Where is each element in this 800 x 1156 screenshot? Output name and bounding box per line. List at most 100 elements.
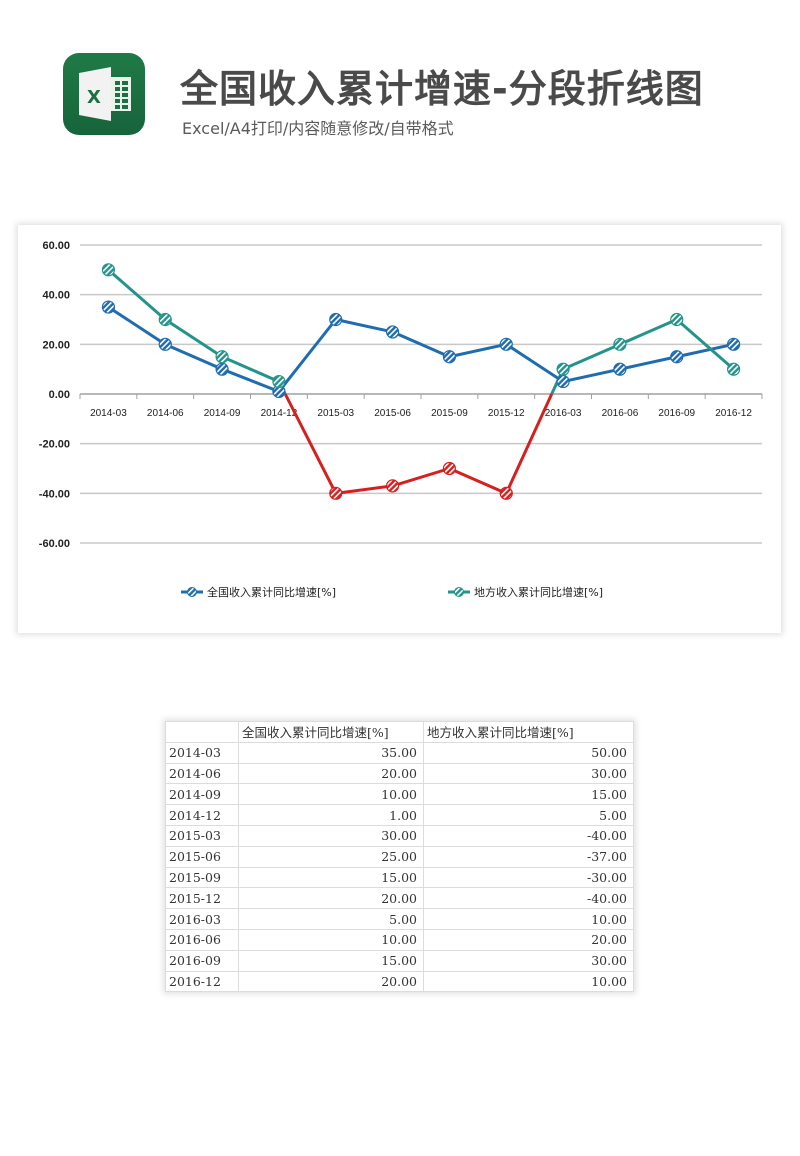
table-row: 2014-06 20.00 30.00 (165, 762, 634, 785)
x-tick-label: 2015-06 (374, 408, 411, 419)
table-cell: 30.00 (423, 949, 634, 972)
data-point-marker (499, 337, 513, 351)
y-tick-label: 60.00 (42, 240, 70, 252)
column-header: 全国收入累计同比增速[%] (238, 721, 424, 743)
table-cell: 2016-12 (165, 970, 239, 993)
table-cell: 10.00 (238, 928, 424, 951)
chart-canvas: 60.00 40.00 20.00 0.00 -20.00 -40.00 -60.00 201… (39, 240, 763, 599)
table-cell: 5.00 (423, 804, 634, 826)
table-cell: 15.00 (238, 949, 424, 972)
table-cell: 2015-03 (165, 824, 239, 847)
data-table-grid: 全国收入累计同比增速[%] 地方收入累计同比增速[%] 2014-03 35.00 50… (165, 721, 634, 993)
x-tick-label: 2016-06 (602, 408, 639, 419)
data-point-marker (101, 300, 116, 314)
y-tick-label: -20.00 (39, 439, 70, 451)
data-point-marker (613, 362, 627, 376)
x-tick-label: 2014-12 (261, 408, 298, 419)
table-cell: 15.00 (423, 783, 634, 806)
data-point-marker (499, 486, 513, 500)
table-cell: -40.00 (423, 824, 634, 847)
data-point-marker (442, 350, 457, 364)
x-tick-label: 2016-09 (658, 408, 695, 419)
x-tick-label: 2016-03 (545, 408, 582, 419)
legend-item: 全国收入累计同比增速[%] (181, 585, 336, 599)
x-tick-label: 2015-09 (431, 408, 468, 419)
data-point-marker (158, 337, 172, 351)
table-cell: 25.00 (238, 845, 424, 868)
table-cell: 2015-12 (165, 887, 239, 910)
y-tick-label: 20.00 (42, 339, 70, 351)
table-cell: -40.00 (423, 887, 634, 910)
data-point-marker (329, 486, 343, 500)
data-point-marker (670, 312, 684, 327)
header: X 全国收入累计增速-分段折线图 Excel/A4打印/内容随意修改/自带格式 (0, 0, 800, 160)
y-tick-label: -40.00 (39, 488, 70, 500)
data-point-marker (101, 263, 116, 277)
table-cell: 35.00 (238, 741, 424, 764)
table-cell: 2016-03 (165, 908, 239, 930)
data-point-marker (272, 374, 286, 389)
table-cell: 30.00 (238, 824, 424, 847)
table-cell: 2014-03 (165, 741, 239, 764)
data-point-marker (385, 479, 400, 493)
table-cell: 1.00 (238, 804, 424, 826)
legend-item: 地方收入累计同比增速[%] (448, 585, 603, 599)
line-chart: 60.00 40.00 20.00 0.00 -20.00 -40.00 -60.00 201… (18, 225, 781, 633)
data-point-marker (442, 461, 457, 476)
table-row: 2016-03 5.00 10.00 (165, 908, 634, 930)
table-cell: -30.00 (423, 866, 634, 889)
table-header-row: 全国收入累计同比增速[%] 地方收入累计同比增速[%] (165, 721, 634, 743)
table-cell: 10.00 (423, 970, 634, 993)
table-cell: 2014-06 (165, 762, 239, 785)
table-cell: 20.00 (238, 762, 424, 785)
data-point-marker (670, 350, 684, 364)
table-cell: 50.00 (423, 741, 634, 764)
x-tick-label: 2016-12 (715, 408, 752, 419)
table-row: 2014-03 35.00 50.00 (165, 741, 634, 764)
excel-icon: X (63, 53, 145, 135)
svg-text:地方收入累计同比增速[%]: 地方收入累计同比增速[%] (474, 585, 603, 599)
table-row: 2014-09 10.00 15.00 (165, 783, 634, 806)
column-header: 地方收入累计同比增速[%] (423, 721, 634, 743)
table-cell: 15.00 (238, 866, 424, 889)
column-header (165, 721, 239, 743)
data-point-marker (556, 374, 570, 389)
x-tick-label: 2014-03 (90, 408, 127, 419)
table-row: 2016-09 15.00 30.00 (165, 949, 634, 972)
y-tick-label: 0.00 (49, 389, 70, 401)
table-row: 2015-09 15.00 -30.00 (165, 866, 634, 889)
table-cell: 20.00 (238, 970, 424, 993)
y-tick-label: -60.00 (39, 538, 70, 550)
table-cell: 2014-09 (165, 783, 239, 806)
x-tick-label: 2015-12 (488, 408, 525, 419)
table-row: 2016-06 10.00 20.00 (165, 928, 634, 951)
table-row: 2015-06 25.00 -37.00 (165, 845, 634, 868)
table-cell: 2014-12 (165, 804, 239, 826)
table-cell: 20.00 (238, 887, 424, 910)
data-point-marker (726, 362, 741, 376)
table-cell: 5.00 (238, 908, 424, 930)
x-tick-label: 2014-06 (147, 408, 184, 419)
data-point-marker (726, 337, 741, 351)
svg-text:全国收入累计同比增速[%]: 全国收入累计同比增速[%] (207, 585, 336, 599)
data-point-marker (215, 362, 229, 376)
table-cell: 10.00 (423, 908, 634, 930)
table-cell: 2016-09 (165, 949, 239, 972)
y-tick-label: 40.00 (42, 290, 70, 302)
table-cell: 2015-09 (165, 866, 239, 889)
data-point-marker (385, 325, 400, 339)
data-point-marker (158, 312, 172, 327)
page-title: 全国收入累计增速-分段折线图 (180, 67, 704, 111)
data-table: 全国收入累计同比增速[%] 地方收入累计同比增速[%] 2014-03 35.00 50… (165, 721, 634, 993)
table-row: 2015-12 20.00 -40.00 (165, 887, 634, 910)
data-point-marker (613, 337, 627, 351)
x-tick-label: 2015-03 (317, 408, 354, 419)
table-row: 2014-12 1.00 5.00 (165, 804, 634, 826)
svg-text:X: X (87, 87, 101, 108)
data-point-marker (329, 312, 343, 327)
table-cell: 10.00 (238, 783, 424, 806)
table-cell: 30.00 (423, 762, 634, 785)
table-row: 2015-03 30.00 -40.00 (165, 824, 634, 847)
table-cell: 2016-06 (165, 928, 239, 951)
table-cell: 20.00 (423, 928, 634, 951)
